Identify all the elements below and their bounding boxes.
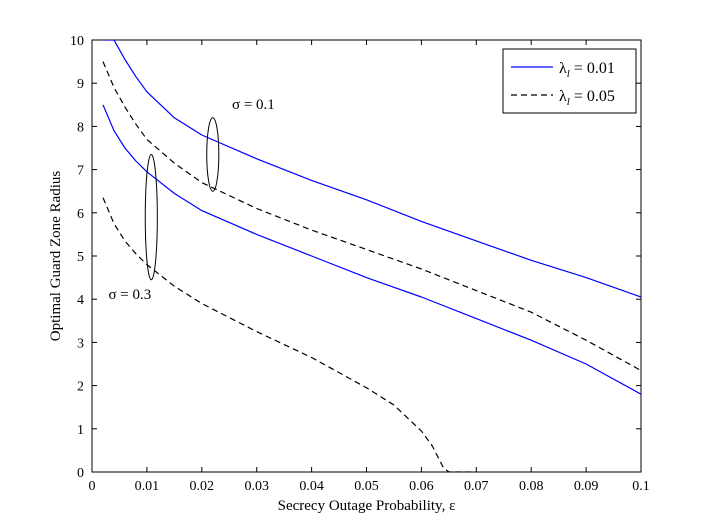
x-tick-label: 0 [89, 479, 96, 494]
annotation-layer: σ = 0.1 σ = 0.3 [108, 97, 274, 303]
x-tick-label: 0.02 [190, 479, 215, 494]
y-tick-label: 9 [77, 77, 84, 92]
annotation-label-1: σ = 0.3 [108, 287, 151, 303]
x-tick-label: 0.06 [409, 479, 434, 494]
legend-label-0: λl = 0.01 [559, 60, 615, 80]
y-tick-label: 6 [77, 207, 84, 222]
y-tick-label: 4 [77, 293, 84, 308]
series-line-2 [102, 104, 641, 395]
x-tick-label: 0.09 [574, 479, 599, 494]
y-tick-label: 7 [77, 164, 84, 179]
series-line-3 [102, 197, 477, 472]
series-line-0 [103, 40, 641, 298]
x-tick-label: 0.04 [299, 479, 324, 494]
y-tick-label: 2 [77, 380, 84, 395]
annotation-label-0: σ = 0.1 [232, 97, 275, 113]
y-tick-label: 3 [77, 336, 84, 351]
y-tick-label: 1 [77, 423, 84, 438]
series-layer [102, 40, 641, 472]
group-ellipse-0 [206, 117, 220, 192]
legend: λl = 0.01 λl = 0.05 [502, 48, 637, 114]
legend-label-1: λl = 0.05 [559, 88, 615, 108]
y-tick-label: 10 [70, 34, 84, 49]
x-tick-label: 0.03 [244, 479, 269, 494]
x-tick-label: 0.08 [519, 479, 544, 494]
y-tick-label: 8 [77, 120, 84, 135]
y-axis-label: Optimal Guard Zone Radius [48, 171, 64, 342]
x-axis-label: Secrecy Outage Probability, ε [278, 498, 456, 514]
series-line-1 [102, 61, 641, 372]
x-tick-label: 0.07 [464, 479, 489, 494]
y-tick-label: 5 [77, 250, 84, 265]
x-tick-label: 0.05 [354, 479, 379, 494]
group-ellipse-1 [144, 153, 158, 281]
y-tick-label: 0 [77, 466, 84, 481]
x-tick-label: 0.01 [135, 479, 160, 494]
legend-box [502, 48, 637, 114]
x-tick-label: 0.1 [632, 479, 650, 494]
